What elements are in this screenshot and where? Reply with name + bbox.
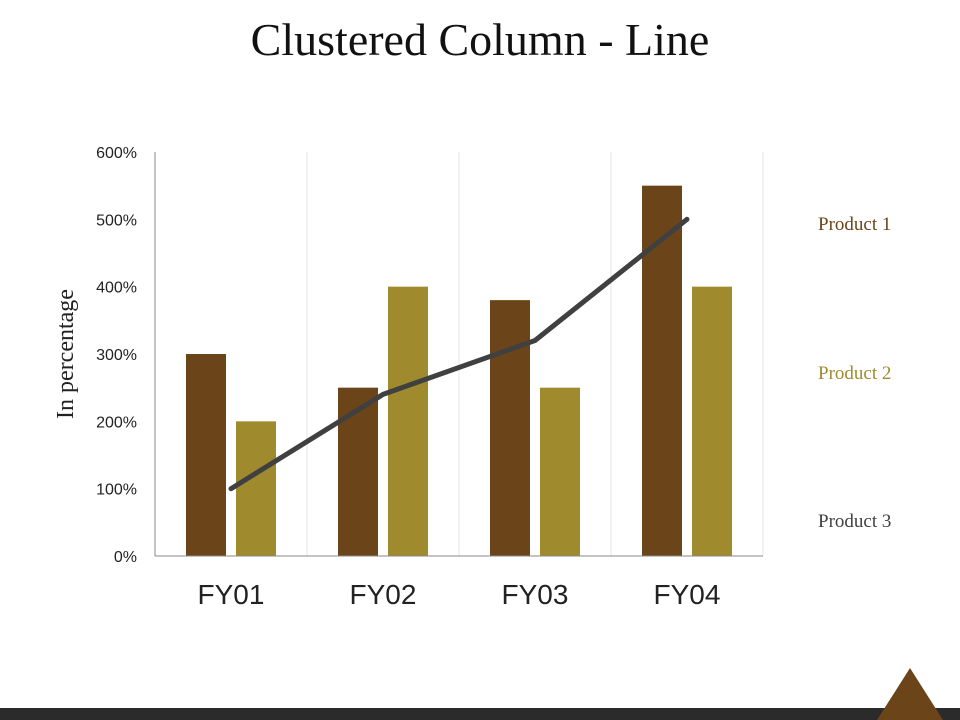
- y-axis-title: In percentage: [53, 289, 79, 419]
- x-category-labels: FY01 FY02 FY03 FY04: [198, 579, 721, 610]
- x-category-label: FY01: [198, 579, 265, 610]
- y-tick-label: 300%: [96, 347, 137, 364]
- legend-label-product-2: Product 2: [818, 363, 891, 384]
- legend-label-product-1: Product 1: [818, 214, 891, 235]
- slide-title: Clustered Column - Line: [250, 14, 710, 65]
- category-separators: [306, 152, 764, 556]
- line-product-3: [228, 216, 690, 492]
- axes: [154, 152, 763, 557]
- y-tick-label: 0%: [114, 549, 137, 566]
- y-tick-label: 500%: [96, 212, 137, 229]
- legend: Product 1 Product 2 Product 3: [818, 214, 891, 532]
- footer-bar: [0, 708, 960, 720]
- line-series: [228, 216, 690, 492]
- y-tick-label: 600%: [96, 145, 137, 162]
- y-tick-label: 400%: [96, 280, 137, 297]
- bar-product-2-fy04: [692, 286, 732, 556]
- bars: [186, 185, 732, 556]
- y-tick-label: 200%: [96, 414, 137, 431]
- y-tick-labels: 0% 100% 200% 300% 400% 500% 600%: [96, 145, 137, 566]
- x-category-label: FY04: [654, 579, 721, 610]
- bar-product-2-fy03: [540, 387, 580, 556]
- y-tick-label: 100%: [96, 482, 137, 499]
- legend-label-product-3: Product 3: [818, 511, 891, 532]
- bar-product-1-fy03: [490, 300, 530, 556]
- bar-product-1-fy01: [186, 354, 226, 556]
- footer-triangle-decoration: [877, 668, 943, 720]
- bar-product-2-fy02: [388, 286, 428, 556]
- bar-product-1-fy02: [338, 387, 378, 556]
- x-category-label: FY03: [502, 579, 569, 610]
- bar-product-2-fy01: [236, 421, 276, 556]
- x-category-label: FY02: [350, 579, 417, 610]
